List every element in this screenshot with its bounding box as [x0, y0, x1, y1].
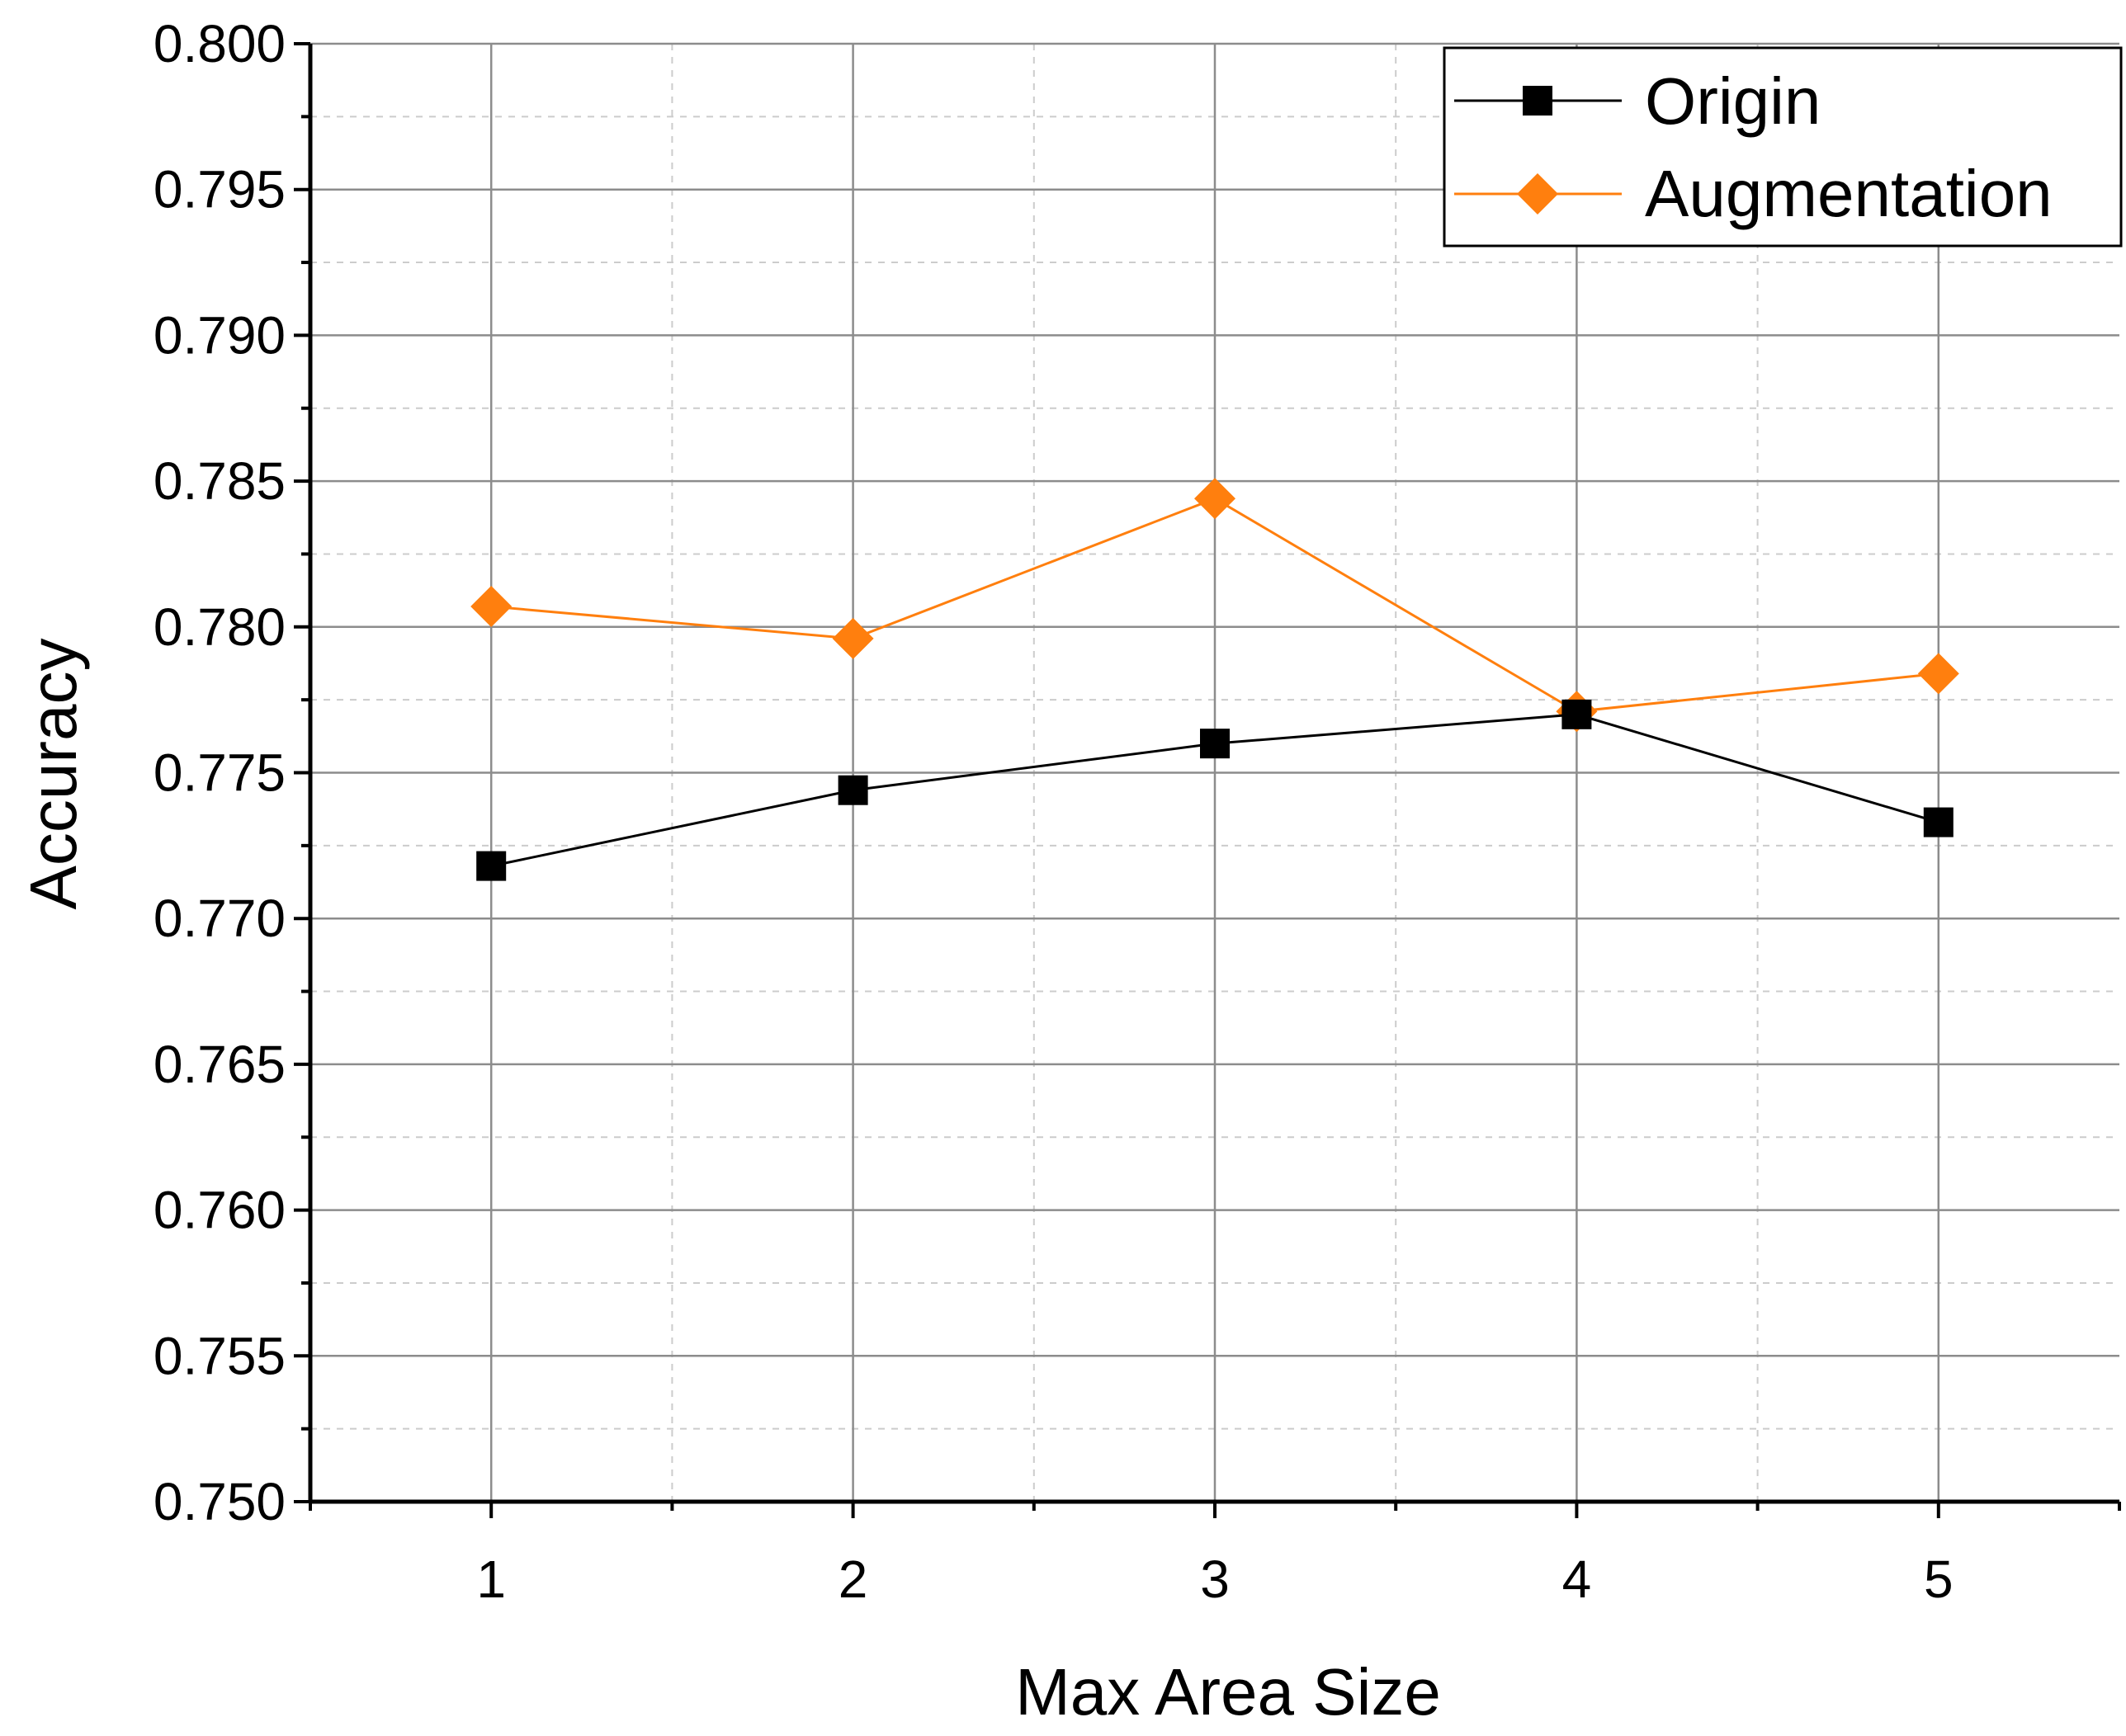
y-tick-label: 0.775	[154, 743, 286, 803]
x-tick-label: 2	[839, 1550, 868, 1609]
x-axis-title: Max Area Size	[1015, 1655, 1441, 1729]
data-point-augmentation	[832, 617, 874, 659]
y-tick-label: 0.795	[154, 160, 286, 219]
y-axis-title: Accuracy	[17, 639, 90, 910]
y-tick-label: 0.780	[154, 597, 286, 657]
legend-origin-label: Origin	[1645, 64, 1821, 138]
y-tick-label: 0.750	[154, 1472, 286, 1531]
x-tick-label: 5	[1924, 1550, 1954, 1609]
legend-augmentation-marker	[1517, 173, 1558, 215]
data-point-augmentation	[1917, 653, 1959, 695]
data-point-origin	[1561, 699, 1592, 729]
y-tick-label: 0.770	[154, 889, 286, 948]
x-tick-label: 3	[1200, 1550, 1230, 1609]
y-tick-label: 0.785	[154, 451, 286, 511]
y-tick-label: 0.755	[154, 1326, 286, 1385]
y-tick-label: 0.800	[154, 14, 286, 73]
data-point-origin	[1200, 729, 1230, 759]
y-tick-label: 0.760	[154, 1181, 286, 1240]
legend-box	[1443, 46, 2123, 248]
data-point-augmentation	[1194, 478, 1235, 520]
data-point-origin	[838, 775, 868, 805]
data-point-origin	[1923, 807, 1954, 837]
legend-augmentation-label: Augmentation	[1645, 157, 2053, 230]
y-tick-label: 0.765	[154, 1035, 286, 1094]
y-axis-ticks: 0.750 0.755 0.760 0.765 0.770 0.775 0.780 0.785…	[154, 14, 310, 1531]
legend: Origin Augmentation	[1443, 46, 2123, 248]
x-tick-label: 4	[1562, 1550, 1592, 1609]
legend-origin-marker	[1523, 86, 1552, 116]
y-tick-label: 0.790	[154, 305, 286, 365]
data-point-origin	[476, 851, 507, 881]
x-axis-ticks: 1 2 3 4 5	[309, 1502, 2121, 1609]
x-tick-label: 1	[476, 1550, 506, 1609]
grid-major-lines	[310, 42, 2119, 1502]
data-point-augmentation	[470, 586, 513, 628]
series-layer	[470, 478, 1959, 881]
